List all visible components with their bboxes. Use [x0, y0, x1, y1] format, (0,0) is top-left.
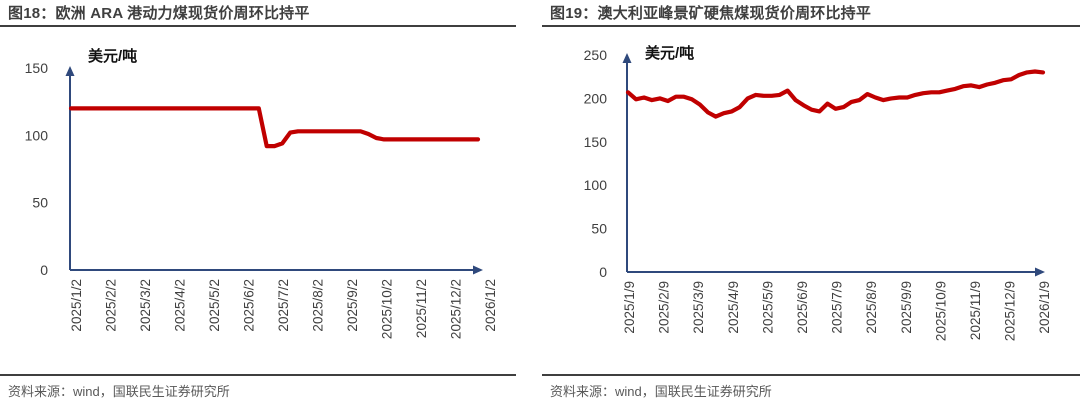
x-tick-label: 2026/1/2 — [483, 279, 498, 332]
x-tick-label: 2025/7/9 — [830, 281, 845, 334]
x-tick-label: 2025/11/9 — [968, 281, 983, 340]
y-axis-arrow-icon — [65, 66, 75, 76]
figure-18-source-note: 资料来源：wind，国联民生证券研究所 — [8, 384, 230, 399]
x-tick-label: 2025/3/9 — [691, 281, 706, 334]
y-tick-label: 0 — [40, 262, 48, 278]
figure-18-title: 图18：欧洲 ARA 港动力煤现货价周环比持平 — [8, 5, 310, 22]
x-tick-label: 2025/8/9 — [864, 281, 879, 334]
x-tick-label: 2025/11/2 — [414, 279, 429, 338]
y-tick-label: 250 — [584, 47, 608, 63]
price-series-line — [68, 106, 481, 149]
x-tick-label: 2025/6/9 — [795, 281, 810, 334]
y-axis-unit-label: 美元/吨 — [88, 47, 137, 65]
chart-ara-thermal-coal-price: 0 50 100 150 2025/1/2 2025/2/2 2025/3/2 2025/4/… — [25, 47, 498, 339]
x-tick-label: 2025/5/9 — [760, 281, 775, 334]
x-tick-label: 2025/1/2 — [69, 279, 84, 332]
y-tick-label: 200 — [584, 90, 608, 106]
x-tick-label: 2025/7/2 — [276, 279, 291, 332]
y-tick-label: 50 — [591, 221, 607, 237]
x-tick-label: 2025/12/9 — [1003, 281, 1018, 341]
x-tick-label: 2025/3/2 — [138, 279, 153, 332]
y-tick-label: 150 — [584, 134, 608, 150]
x-tick-label: 2025/5/2 — [207, 279, 222, 332]
x-axis-arrow-icon — [1035, 267, 1045, 277]
figure-19-footer: 资料来源：wind，国联民生证券研究所 — [542, 374, 1080, 409]
x-tick-label: 2025/10/9 — [933, 281, 948, 341]
x-tick-label: 2025/1/9 — [622, 281, 637, 334]
x-tick-label: 2025/6/2 — [242, 279, 257, 332]
figure-18-footer: 资料来源：wind，国联民生证券研究所 — [0, 374, 516, 409]
x-tick-label: 2025/9/2 — [345, 279, 360, 332]
figure-19-header: 图19：澳大利亚峰景矿硬焦煤现货价周环比持平 — [542, 0, 1080, 27]
x-axis-arrow-icon — [473, 265, 483, 275]
x-tick-label: 2025/2/9 — [657, 281, 672, 334]
x-tick-label: 2025/4/2 — [173, 279, 188, 332]
figure-18-ara-thermal-coal: 图18：欧洲 ARA 港动力煤现货价周环比持平 0 50 100 150 2025/1/… — [0, 0, 516, 409]
figure-18-header: 图18：欧洲 ARA 港动力煤现货价周环比持平 — [0, 0, 516, 27]
figure-19-peak-downs-coking-coal: 图19：澳大利亚峰景矿硬焦煤现货价周环比持平 0 50 100 150 200 250 20… — [542, 0, 1080, 409]
y-tick-label: 100 — [25, 127, 49, 143]
y-tick-label: 150 — [25, 60, 49, 76]
y-axis-unit-label: 美元/吨 — [645, 44, 694, 62]
x-tick-label: 2026/1/9 — [1037, 281, 1052, 334]
y-tick-label: 50 — [32, 195, 48, 211]
price-series-line — [625, 69, 1046, 119]
figure-19-title: 图19：澳大利亚峰景矿硬焦煤现货价周环比持平 — [550, 5, 872, 22]
y-tick-label: 100 — [584, 177, 608, 193]
x-tick-label: 2025/4/9 — [726, 281, 741, 334]
chart-peak-downs-coking-coal-price: 0 50 100 150 200 250 2025/1/9 2025/2/9 2025/3/9 2… — [584, 44, 1053, 341]
y-axis-arrow-icon — [622, 53, 632, 63]
y-tick-label: 0 — [599, 264, 607, 280]
x-tick-label: 2025/2/2 — [104, 279, 119, 332]
x-tick-label: 2025/8/2 — [311, 279, 326, 332]
x-tick-label: 2025/9/9 — [899, 281, 914, 334]
x-tick-label: 2025/10/2 — [380, 279, 395, 339]
x-tick-label: 2025/12/2 — [449, 279, 464, 339]
figure-19-source-note: 资料来源：wind，国联民生证券研究所 — [550, 384, 772, 399]
